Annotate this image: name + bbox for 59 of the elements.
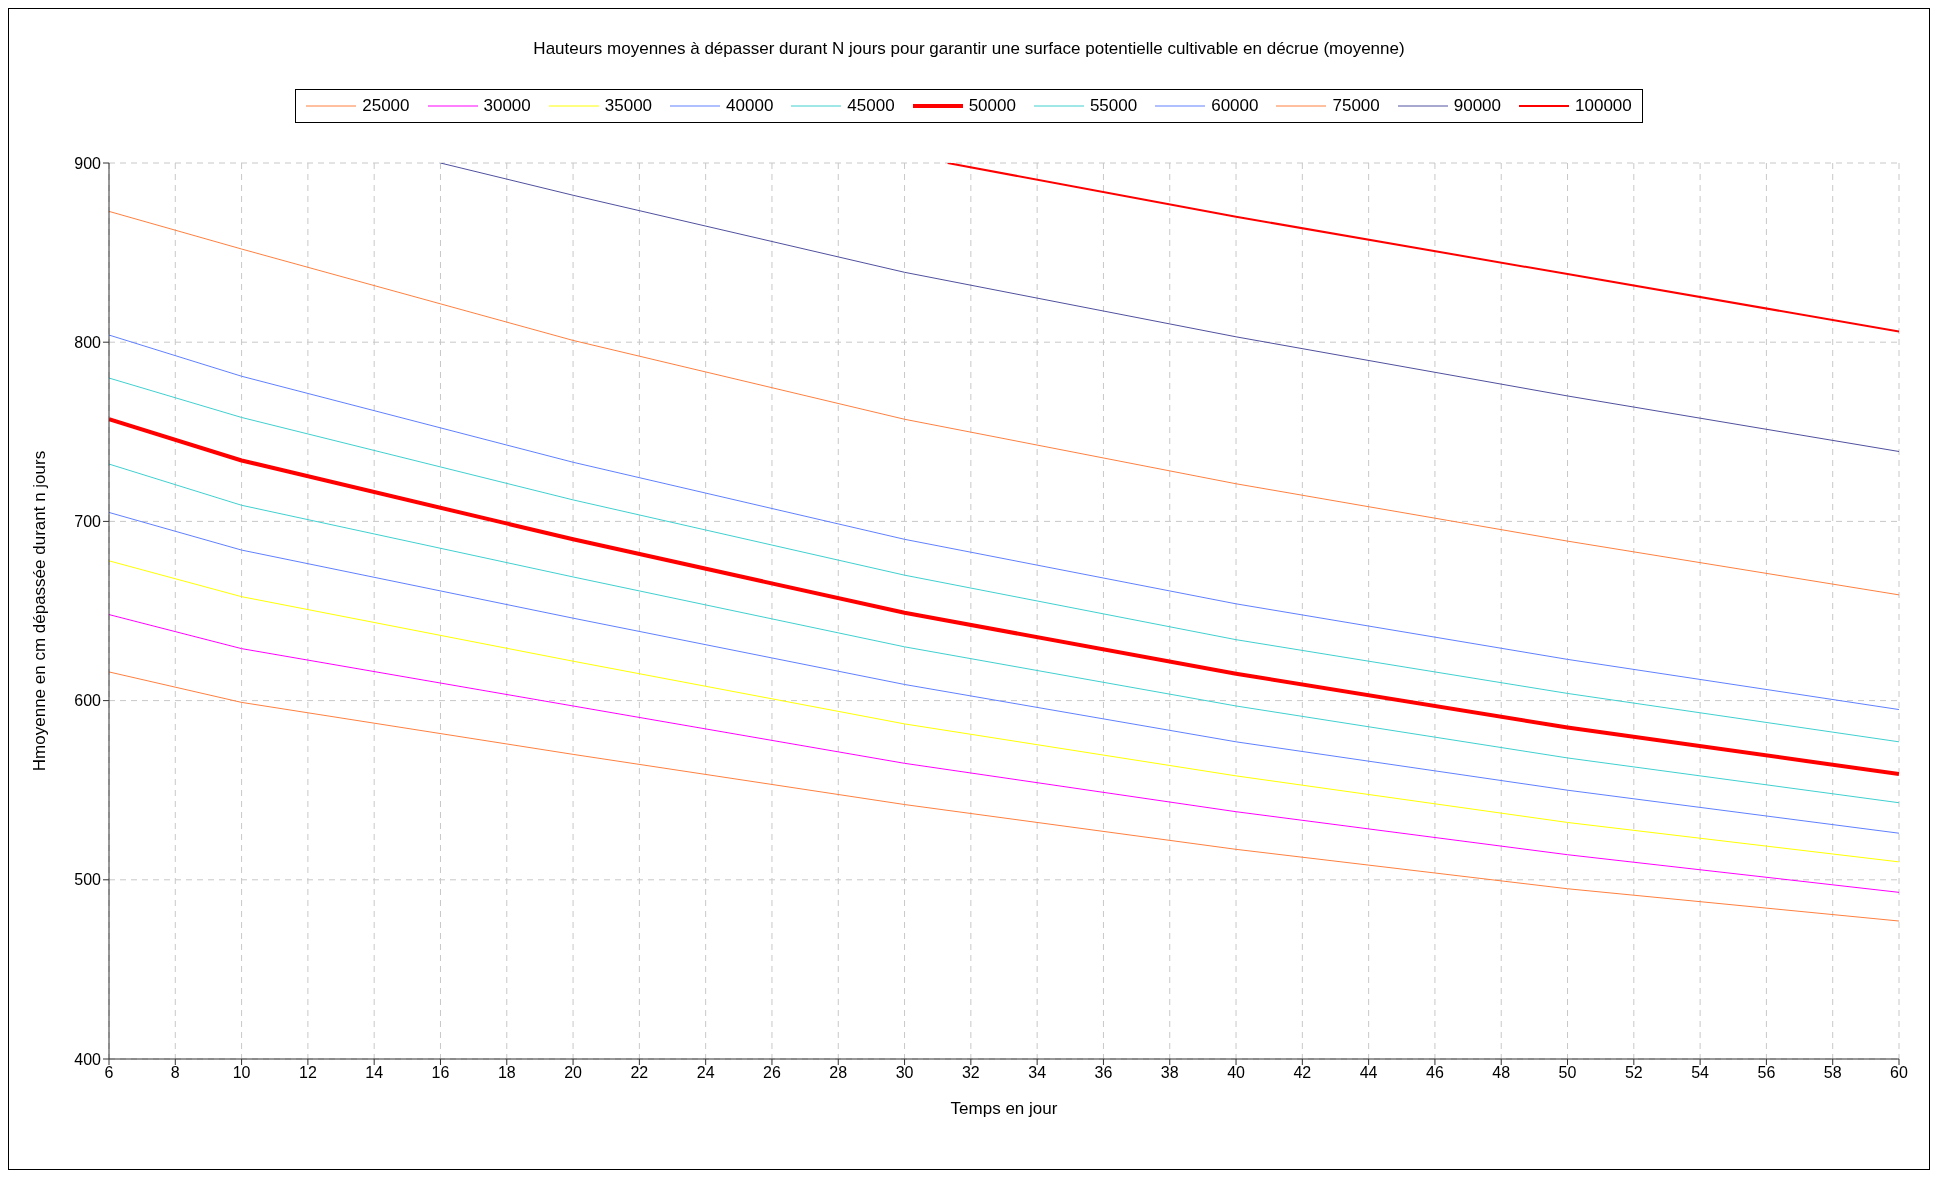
x-tick-label: 12 [298, 1064, 317, 1082]
x-tick-label: 46 [1426, 1064, 1444, 1082]
x-tick-label: 58 [1823, 1064, 1842, 1082]
legend-label: 60000 [1211, 96, 1259, 116]
legend-label: 75000 [1332, 96, 1380, 116]
legend-label: 40000 [726, 96, 774, 116]
x-tick-label: 10 [232, 1064, 251, 1082]
x-tick-label: 52 [1624, 1064, 1643, 1082]
x-tick-label: 14 [365, 1064, 384, 1082]
line-series [109, 560, 1899, 863]
line-series [109, 334, 1899, 711]
y-tick-label: 800 [74, 333, 102, 351]
x-tick-label: 50 [1558, 1064, 1577, 1082]
y-tick-label: 700 [74, 513, 102, 531]
x-tick-label: 30 [895, 1064, 914, 1082]
chart-title: Hauteurs moyennes à dépasser durant N jours pour garantir une surface potentielle cultivable en décrue (moyenne) [532, 38, 1406, 60]
x-tick-label: 6 [104, 1064, 114, 1082]
x-tick-label: 8 [170, 1064, 180, 1082]
x-tick-label: 26 [763, 1064, 781, 1082]
x-axis-title: Temps en jour [950, 1099, 1058, 1118]
x-tick-label: 36 [1094, 1064, 1113, 1082]
line-series [109, 210, 1899, 596]
y-tick-label: 600 [74, 692, 102, 710]
legend-label: 30000 [483, 96, 531, 116]
legend-label: 100000 [1575, 96, 1632, 116]
line-series [109, 417, 1899, 777]
legend-label: 35000 [604, 96, 653, 116]
legend-label: 25000 [362, 96, 410, 116]
legend-label: 50000 [968, 96, 1016, 116]
x-tick-label: 54 [1691, 1064, 1710, 1082]
x-tick-label: 34 [1028, 1064, 1047, 1082]
x-tick-label: 38 [1160, 1064, 1179, 1082]
x-tick-label: 22 [630, 1064, 649, 1082]
line-series [946, 163, 1899, 333]
x-tick-label: 40 [1227, 1064, 1246, 1082]
x-tick-label: 44 [1359, 1064, 1378, 1082]
x-tick-label: 24 [696, 1064, 715, 1082]
y-tick-label: 900 [74, 154, 102, 172]
line-series [109, 377, 1899, 743]
x-tick-label: 16 [431, 1064, 450, 1082]
line-series [109, 511, 1899, 834]
x-tick-label: 18 [497, 1064, 516, 1082]
line-series [439, 163, 1899, 453]
y-tick-label: 400 [74, 1050, 102, 1068]
x-tick-label: 42 [1293, 1064, 1312, 1082]
x-tick-label: 20 [564, 1064, 583, 1082]
line-series [109, 614, 1899, 893]
x-tick-label: 56 [1757, 1064, 1776, 1082]
legend-label: 45000 [847, 96, 895, 116]
x-tick-label: 48 [1492, 1064, 1511, 1082]
y-axis-title: Hmoyenne en cm dépassée durant n jours [30, 450, 50, 772]
line-series [109, 463, 1899, 804]
x-tick-label: 60 [1890, 1064, 1908, 1082]
line-series [109, 671, 1899, 922]
legend-label: 90000 [1453, 96, 1502, 116]
y-tick-label: 500 [74, 871, 102, 889]
x-tick-label: 32 [961, 1064, 980, 1082]
legend-label: 55000 [1089, 96, 1138, 116]
x-tick-label: 28 [829, 1064, 848, 1082]
